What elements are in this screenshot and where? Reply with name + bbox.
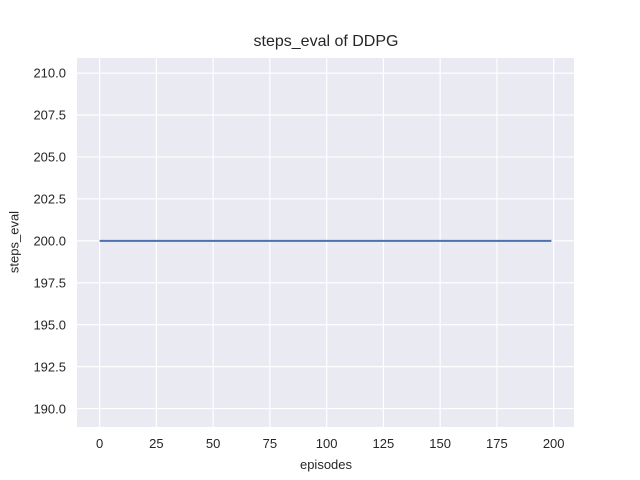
plot-area — [77, 58, 574, 427]
y-tick-label: 192.5 — [33, 359, 66, 375]
x-tick-label: 100 — [315, 436, 338, 451]
chart-title: steps_eval of DDPG — [253, 33, 399, 50]
y-tick-label: 190.0 — [33, 401, 66, 417]
plot-canvas — [77, 58, 574, 427]
y-tick-label: 197.5 — [33, 275, 66, 291]
x-tick-label: 50 — [205, 436, 221, 451]
x-tick-label: 75 — [262, 436, 278, 451]
y-tick-label: 205.0 — [33, 149, 66, 165]
y-tick-label: 195.0 — [33, 317, 66, 333]
x-axis-label: episodes — [299, 457, 353, 472]
x-tick-label: 0 — [95, 436, 104, 451]
x-tick-label: 25 — [149, 436, 164, 451]
y-tick-label: 210.0 — [33, 65, 66, 81]
x-tick-label: 125 — [372, 436, 395, 451]
y-tick-label: 202.5 — [33, 191, 66, 207]
y-tick-label: 207.5 — [33, 107, 66, 123]
x-tick-label: 200 — [542, 436, 565, 451]
x-tick-label: 150 — [429, 436, 452, 451]
y-axis-label: steps_eval — [6, 210, 22, 274]
x-tick-label: 175 — [486, 436, 508, 451]
y-tick-label: 200.0 — [33, 233, 66, 249]
